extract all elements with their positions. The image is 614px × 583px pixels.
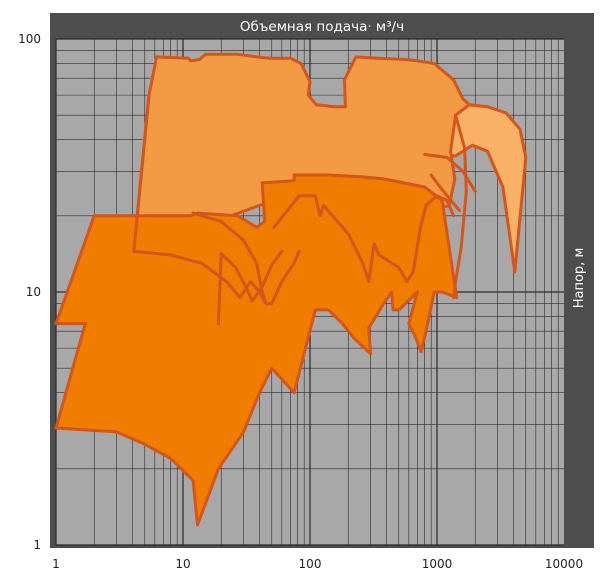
series-group xyxy=(54,52,528,527)
x-tick-label: 10000 xyxy=(545,557,583,571)
pump-range-area-2 xyxy=(54,173,459,527)
y-tick-label: 10 xyxy=(26,285,41,299)
chart-title: Объемная подача· м³/ч xyxy=(240,19,404,35)
tick-labels: 1 10 100 1000 10000 1 10 100 xyxy=(18,32,583,571)
pump-curve-line-9 xyxy=(452,113,468,300)
pump-curve-line-8 xyxy=(429,173,461,212)
pump-curve-line-5 xyxy=(191,211,301,306)
y-axis-label: Напор, м xyxy=(572,248,587,309)
x-tick-label: 1000 xyxy=(422,557,453,571)
y-tick-label: 1 xyxy=(33,538,41,552)
pump-curve-line-7 xyxy=(272,194,456,283)
x-tick-label: 1 xyxy=(52,557,60,571)
pump-curve-line-3 xyxy=(132,93,151,253)
y-tick-label: 100 xyxy=(18,32,41,46)
x-tick-label: 100 xyxy=(299,557,322,571)
pump-curve-line-10 xyxy=(423,152,477,193)
x-tick-label: 10 xyxy=(175,557,190,571)
pump-curve-line-6 xyxy=(216,249,284,326)
